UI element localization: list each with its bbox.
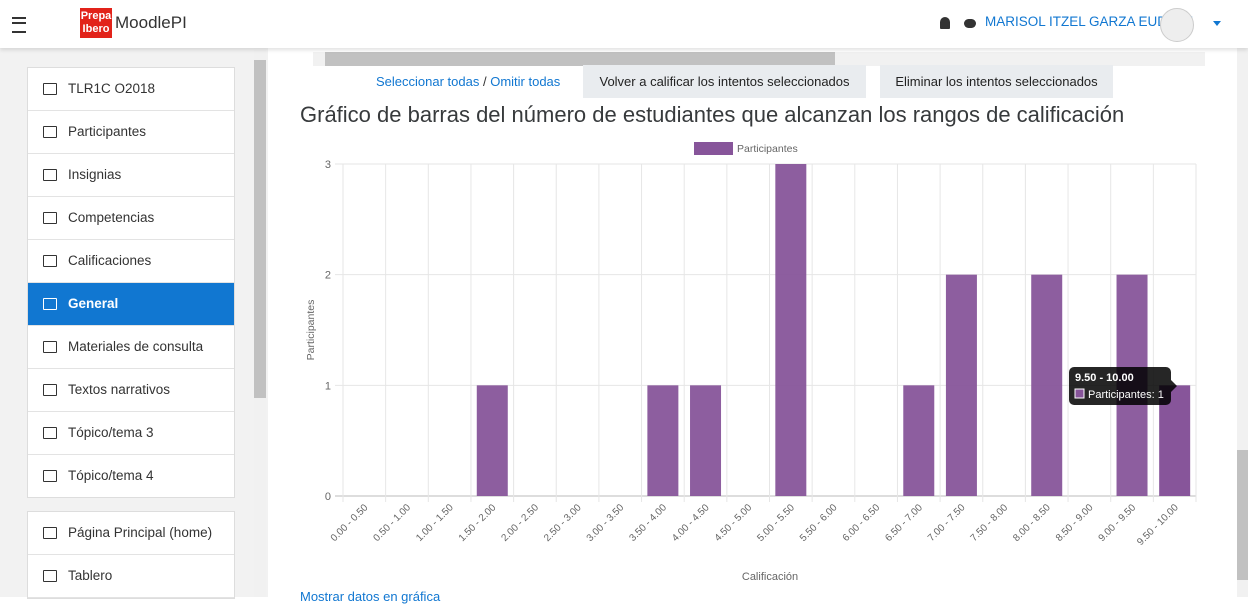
nav-item[interactable]: Materiales de consulta <box>28 326 234 369</box>
bar <box>945 274 977 496</box>
h-scrollbar[interactable] <box>313 52 1205 66</box>
x-tick-label: 4.50 - 5.00 <box>713 502 755 544</box>
y-tick-label: 3 <box>325 159 331 171</box>
y-axis-label: Participantes <box>305 300 317 361</box>
nav-item[interactable]: Tablero <box>28 555 234 598</box>
x-tick-label: 3.50 - 4.00 <box>627 502 669 544</box>
y-tick-label: 0 <box>325 491 331 503</box>
tooltip <box>1069 367 1171 405</box>
logo-text: Prepa <box>80 10 112 22</box>
page-scrollbar[interactable] <box>1237 48 1248 597</box>
separator: / <box>482 74 487 89</box>
chat-icon[interactable] <box>964 19 976 28</box>
user-caret[interactable] <box>1213 21 1221 30</box>
link[interactable]: Seleccionar todas <box>376 74 480 89</box>
bar <box>690 385 722 496</box>
sidebar-scrollbar[interactable] <box>254 48 266 597</box>
x-tick-label: 4.00 - 4.50 <box>670 502 712 544</box>
x-tick-label: 5.50 - 6.00 <box>798 502 840 544</box>
user-name[interactable]: MARISOL ITZEL GARZA EUDAVE <box>985 14 1194 29</box>
logo[interactable]: Prepa Ibero <box>80 8 112 38</box>
logo-text: Ibero <box>82 23 110 35</box>
link[interactable]: Omitir todas <box>490 74 561 89</box>
x-tick-label: 6.50 - 7.00 <box>883 502 925 544</box>
x-tick-label: 9.00 - 9.50 <box>1097 502 1139 544</box>
legend-swatch <box>694 142 733 155</box>
chart: 0 1 2 3 0.00 - 0.50 0.50 - 1.00 1.00 - 1.50 1.5… <box>305 142 1197 583</box>
x-tick-label: 0.50 - 1.00 <box>372 502 414 544</box>
course-nav: TLR1C O2018 Participantes Insignias Comp… <box>27 67 235 498</box>
site-nav: Página Principal (home) Tablero <box>27 511 235 599</box>
x-tick-label: 6.00 - 6.50 <box>841 502 883 544</box>
nav-item[interactable]: Competencias <box>28 197 234 240</box>
tooltip-pointer <box>1171 380 1177 392</box>
x-tick-label: 7.00 - 7.50 <box>926 502 968 544</box>
y-tick-label: 1 <box>325 380 331 392</box>
nav-item[interactable]: Tópico/tema 3 <box>28 412 234 455</box>
nav-item[interactable]: Insignias <box>28 154 234 197</box>
x-tick-label: 2.00 - 2.50 <box>499 502 541 544</box>
menu-toggle[interactable] <box>12 17 26 33</box>
nav-item[interactable]: Página Principal (home) <box>28 512 234 555</box>
bar <box>1031 274 1063 496</box>
nav-item-active[interactable]: General <box>28 283 234 326</box>
x-tick-label: 3.00 - 3.50 <box>585 502 627 544</box>
button[interactable]: Eliminar los intentos seleccionados <box>880 65 1113 98</box>
x-tick-label: 8.00 - 8.50 <box>1011 502 1053 544</box>
button[interactable]: Volver a calificar los intentos seleccio… <box>583 65 866 98</box>
avatar[interactable] <box>1160 8 1194 42</box>
nav-item[interactable]: Calificaciones <box>28 240 234 283</box>
nav-item[interactable]: Tópico/tema 4 <box>28 455 234 497</box>
tooltip-title: 9.50 - 10.00 <box>1075 372 1134 384</box>
tooltip-text: Participantes: 1 <box>1088 389 1164 401</box>
x-tick-label: 5.00 - 5.50 <box>755 502 797 544</box>
tooltip-swatch <box>1074 388 1085 399</box>
x-tick-label: 1.00 - 1.50 <box>414 502 456 544</box>
selection-links: Seleccionar todas / Omitir todas <box>376 74 560 89</box>
x-tick-label: 0.00 - 0.50 <box>329 502 371 544</box>
x-tick-label: 9.50 - 10.00 <box>1135 502 1181 548</box>
legend-label: Participantes <box>737 143 798 155</box>
x-tick-label: 8.50 - 9.00 <box>1054 502 1096 544</box>
bar <box>476 385 508 496</box>
bar <box>903 385 935 496</box>
nav-item[interactable]: TLR1C O2018 <box>28 68 234 111</box>
bar <box>775 164 807 496</box>
bell-icon[interactable] <box>940 17 950 29</box>
x-tick-label: 2.50 - 3.00 <box>542 502 584 544</box>
y-tick-label: 2 <box>325 270 331 282</box>
nav-item[interactable]: Participantes <box>28 111 234 154</box>
nav-item[interactable]: Textos narrativos <box>28 369 234 412</box>
x-tick-label: 7.50 - 8.00 <box>969 502 1011 544</box>
sidebar: TLR1C O2018 Participantes Insignias Comp… <box>0 48 268 599</box>
heading: Gráfico de barras del número de estudian… <box>300 102 1125 127</box>
bar <box>647 385 679 496</box>
x-tick-label: 1.50 - 2.00 <box>457 502 499 544</box>
x-axis-label: Calificación <box>742 571 798 583</box>
navbar: Prepa Ibero MoodlePI MARISOL ITZEL GARZA … <box>0 0 1248 48</box>
brand[interactable]: MoodlePI <box>115 13 187 32</box>
